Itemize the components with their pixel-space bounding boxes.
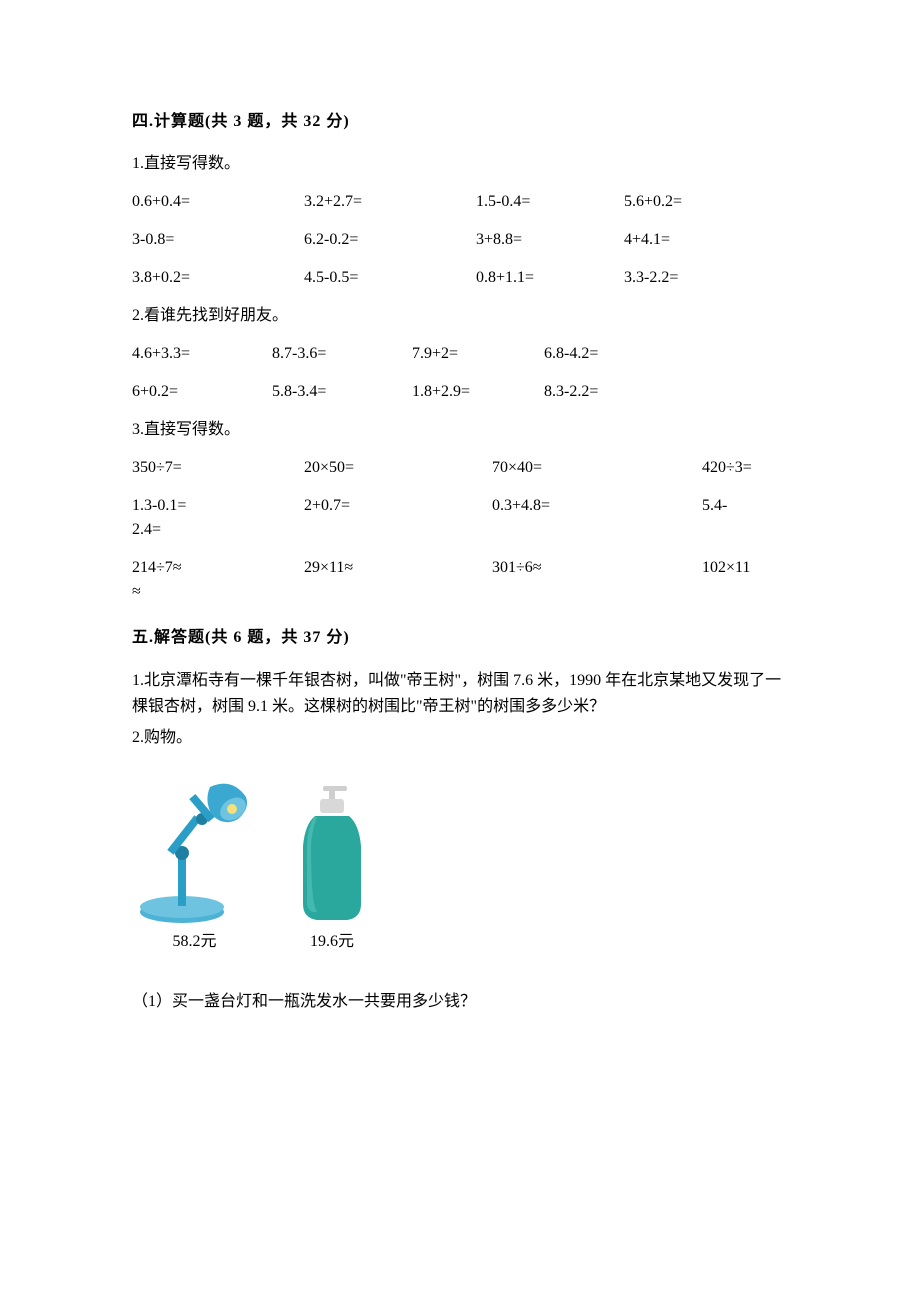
calc-cell: 420÷3= xyxy=(702,456,792,480)
bottle-icon xyxy=(287,784,377,924)
shop-item-bottle: 19.6元 xyxy=(287,784,377,954)
calc-cell: 301÷6≈ xyxy=(492,556,702,580)
section5-header: 五.解答题(共 6 题，共 37 分) xyxy=(132,626,788,650)
calc-cell: 29×11≈ xyxy=(304,556,492,580)
calc-cell: 102×11 xyxy=(702,556,792,580)
q3-prompt: 3.直接写得数。 xyxy=(132,418,788,442)
lamp-price: 58.2元 xyxy=(172,930,216,954)
q3-row-2-group: 214÷7≈ 29×11≈ 301÷6≈ 102×11 ≈ xyxy=(132,556,788,604)
calc-cell: 3.2+2.7= xyxy=(304,190,476,214)
q3-row2-wrap: ≈ xyxy=(132,580,788,604)
calc-cell: 6+0.2= xyxy=(132,380,272,404)
q5-2-prompt: 2.购物。 xyxy=(132,725,788,751)
calc-cell: 20×50= xyxy=(304,456,492,480)
calc-cell: 1.8+2.9= xyxy=(412,380,544,404)
calc-cell: 8.3-2.2= xyxy=(544,380,664,404)
calc-cell: 0.6+0.4= xyxy=(132,190,304,214)
calc-cell: 6.2-0.2= xyxy=(304,228,476,252)
calc-cell: 5.8-3.4= xyxy=(272,380,412,404)
calc-cell: 2+0.7= xyxy=(304,494,492,518)
q3-row-0: 350÷7= 20×50= 70×40= 420÷3= xyxy=(132,456,788,480)
section4-header: 四.计算题(共 3 题，共 32 分) xyxy=(132,110,788,134)
calc-cell: 7.9+2= xyxy=(412,342,544,366)
calc-cell: 0.3+4.8= xyxy=(492,494,702,518)
calc-cell: 3-0.8= xyxy=(132,228,304,252)
bottle-price: 19.6元 xyxy=(310,930,354,954)
calc-cell: 70×40= xyxy=(492,456,702,480)
calc-cell: 5.6+0.2= xyxy=(624,190,744,214)
calc-cell: 5.4- xyxy=(702,494,792,518)
q5-2-sub1: （1）买一盏台灯和一瓶洗发水一共要用多少钱？ xyxy=(132,990,788,1014)
calc-cell: 3+8.8= xyxy=(476,228,624,252)
calc-cell: 1.3-0.1= xyxy=(132,494,304,518)
calc-cell: 4+4.1= xyxy=(624,228,744,252)
q3-row-1-group: 1.3-0.1= 2+0.7= 0.3+4.8= 5.4- 2.4= xyxy=(132,494,788,542)
shopping-items: 58.2元 19.6元 xyxy=(132,779,788,954)
q1-row-1: 3-0.8= 6.2-0.2= 3+8.8= 4+4.1= xyxy=(132,228,788,252)
q2-row-1: 6+0.2= 5.8-3.4= 1.8+2.9= 8.3-2.2= xyxy=(132,380,788,404)
q1-prompt: 1.直接写得数。 xyxy=(132,152,788,176)
calc-cell: 214÷7≈ xyxy=(132,556,304,580)
q2-row-0: 4.6+3.3= 8.7-3.6= 7.9+2= 6.8-4.2= xyxy=(132,342,788,366)
calc-cell: 4.5-0.5= xyxy=(304,266,476,290)
q2-prompt: 2.看谁先找到好朋友。 xyxy=(132,304,788,328)
calc-cell: 6.8-4.2= xyxy=(544,342,664,366)
lamp-icon xyxy=(132,779,257,924)
calc-cell: 3.8+0.2= xyxy=(132,266,304,290)
calc-cell: 3.3-2.2= xyxy=(624,266,744,290)
q1-row-2: 3.8+0.2= 4.5-0.5= 0.8+1.1= 3.3-2.2= xyxy=(132,266,788,290)
calc-cell: 350÷7= xyxy=(132,456,304,480)
q1-row-0: 0.6+0.4= 3.2+2.7= 1.5-0.4= 5.6+0.2= xyxy=(132,190,788,214)
shop-item-lamp: 58.2元 xyxy=(132,779,257,954)
q3-row1-wrap: 2.4= xyxy=(132,518,788,542)
calc-cell: 1.5-0.4= xyxy=(476,190,624,214)
calc-cell: 0.8+1.1= xyxy=(476,266,624,290)
q5-1-text: 1.北京潭柘寺有一棵千年银杏树，叫做"帝王树"，树围 7.6 米，1990 年在… xyxy=(132,668,788,721)
calc-cell: 8.7-3.6= xyxy=(272,342,412,366)
calc-cell: 4.6+3.3= xyxy=(132,342,272,366)
